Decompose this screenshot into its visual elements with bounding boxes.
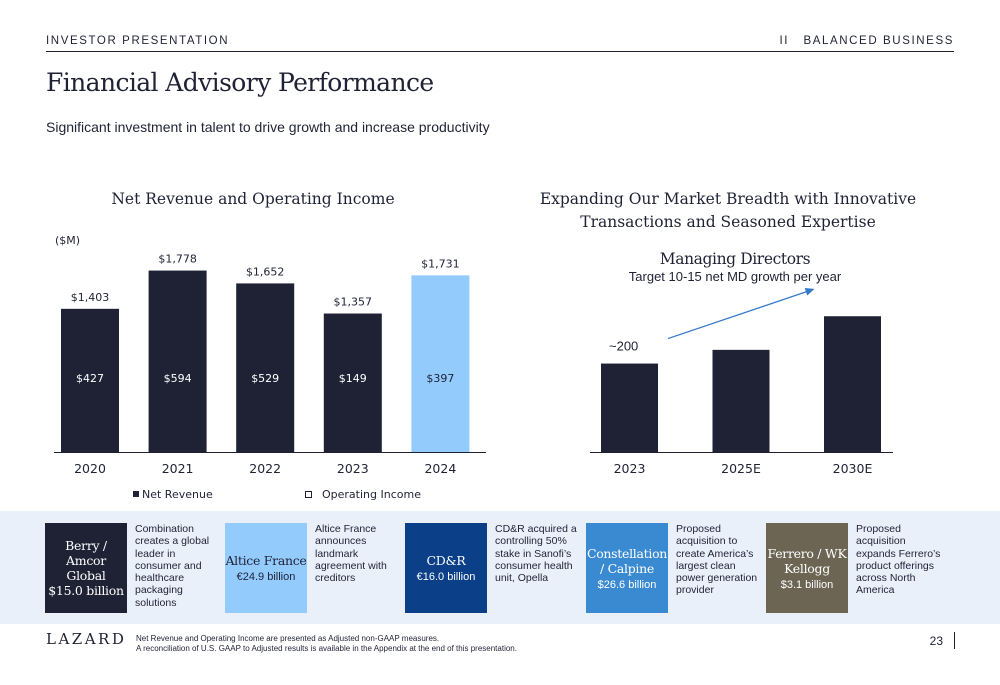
legend-label-net-revenue: Net Revenue (142, 488, 213, 501)
transaction-name: Constellation / Calpine (586, 545, 668, 576)
transaction-description: Altice France announces landmark agreeme… (315, 523, 387, 585)
x-tick-label: 2022 (249, 461, 281, 476)
net-revenue-bar (148, 270, 207, 452)
transaction-value: $26.6 billion (597, 578, 657, 591)
net-revenue-bar (236, 283, 295, 452)
transaction-tile: Constellation / Calpine $26.6 billion (586, 523, 668, 613)
footnote-line2: A reconciliation of U.S. GAAP to Adjuste… (136, 644, 517, 653)
operating-income-label: $594 (164, 372, 192, 385)
transaction-value: $3.1 billion (780, 578, 834, 591)
page-subtitle: Significant investment in talent to driv… (46, 119, 490, 135)
legend-swatch-net-revenue (133, 491, 139, 497)
transaction-name: Ferrero / WK Kellogg (767, 545, 847, 576)
operating-income-label: $397 (426, 372, 454, 385)
x-tick-label: 2025E (721, 461, 761, 476)
md-chart-title: Managing Directors (660, 250, 811, 268)
section-indicator: II BALANCED BUSINESS (779, 35, 954, 47)
transaction-name: CD&R (426, 553, 466, 568)
section-label: INVESTOR PRESENTATION (46, 35, 230, 47)
footnote-line1: Net Revenue and Operating Income are pre… (136, 634, 440, 643)
net-revenue-label: $1,652 (246, 265, 285, 278)
net-revenue-bar (411, 275, 470, 452)
x-tick-label: 2024 (424, 461, 456, 476)
x-tick-label: 2030E (833, 461, 873, 476)
page-number-divider (954, 632, 955, 649)
operating-income-label: $149 (339, 372, 367, 385)
transaction-value: $15.0 billion (48, 583, 124, 598)
transaction-value: €24.9 billion (236, 571, 296, 583)
md-bar (712, 349, 770, 452)
operating-income-label: $427 (76, 372, 104, 385)
transaction-description: Proposed acquisition expands Ferrero’s p… (856, 523, 941, 597)
transaction-tile: Berry / Amcor Global $15.0 billion (45, 523, 127, 613)
legend-swatch-operating-income (305, 491, 312, 498)
x-tick-label: 2023 (614, 461, 646, 476)
left-chart-title: Net Revenue and Operating Income (111, 190, 395, 208)
footnote: Net Revenue and Operating Income are pre… (136, 634, 517, 654)
right-chart-title-line1: Expanding Our Market Breadth with Innova… (539, 190, 917, 208)
transaction-name: Berry / Amcor Global (65, 538, 107, 583)
net-revenue-label: $1,403 (71, 291, 110, 304)
page-number: 23 (929, 634, 943, 648)
transaction-description: CD&R acquired a controlling 50% stake in… (495, 523, 577, 585)
legend-label-operating-income: Operating Income (322, 488, 421, 501)
lazard-logo: LAZARD (46, 630, 127, 648)
x-tick-label: 2023 (337, 461, 369, 476)
md-chart-subtitle: Target 10-15 net MD growth per year (629, 269, 842, 284)
md-bar (824, 316, 881, 452)
x-tick-label: 2020 (74, 461, 106, 476)
x-tick-label: 2021 (162, 461, 194, 476)
trend-arrow-head (804, 287, 815, 296)
net-revenue-bar (323, 313, 382, 452)
transaction-tile: Ferrero / WK Kellogg $3.1 billion (766, 523, 848, 613)
trend-arrow-line (667, 290, 809, 340)
header-divider (46, 51, 954, 52)
net-revenue-bar (61, 308, 119, 452)
right-chart-title: Expanding Our Market Breadth with Innova… (518, 188, 938, 234)
right-chart-title-line2: Transactions and Seasoned Expertise (580, 213, 876, 231)
page-title: Financial Advisory Performance (46, 68, 434, 97)
net-revenue-label: $1,778 (158, 253, 197, 266)
md-value-label: ~200 (609, 339, 638, 354)
transaction-tile: CD&R €16.0 billion (405, 523, 487, 613)
unit-label: ($M) (55, 234, 80, 247)
transaction-tile: Altice France €24.9 billion (225, 523, 307, 613)
transaction-description: Proposed acquisition to create America’s… (676, 523, 758, 597)
operating-income-label: $529 (251, 372, 279, 385)
net-revenue-label: $1,731 (421, 257, 460, 270)
transaction-name: Altice France (225, 553, 307, 568)
net-revenue-label: $1,357 (334, 296, 373, 309)
transaction-description: Combination creates a global leader in c… (135, 523, 210, 609)
transaction-value: €16.0 billion (416, 571, 476, 583)
md-bar (601, 363, 658, 452)
